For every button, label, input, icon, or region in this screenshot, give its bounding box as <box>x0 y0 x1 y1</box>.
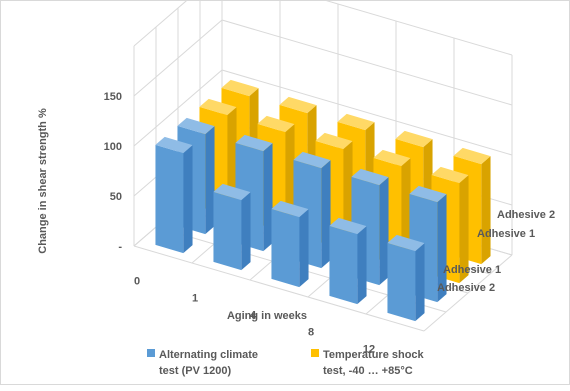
bar-side <box>183 145 193 254</box>
bar-front <box>387 242 416 322</box>
legend-swatch-blue <box>147 349 155 357</box>
grid-line-floor <box>133 245 425 332</box>
bars-layer <box>155 79 491 322</box>
grid-line-back-wall <box>221 69 513 156</box>
bar-top <box>177 117 215 135</box>
bar-front <box>155 144 184 254</box>
bar-top <box>235 134 273 152</box>
grid-line-back-wall <box>322 0 513 56</box>
legend-label-yellow-line2: test, -40 … +85°C <box>323 365 413 377</box>
bar-side <box>299 209 309 288</box>
depth-label: Adhesive 2 <box>497 209 555 221</box>
grid-line-back-wall <box>221 19 513 106</box>
bar-side <box>263 143 273 252</box>
x-tick-label: 0 <box>134 276 140 288</box>
bar-top <box>329 217 367 235</box>
bar-side <box>481 156 491 265</box>
bar-blue <box>271 200 309 288</box>
bar-side <box>357 226 367 305</box>
legend: Alternating climate test (PV 1200) Tempe… <box>147 349 425 377</box>
bar-side <box>321 160 331 269</box>
bar-front <box>213 191 242 271</box>
x-tick-label: 12 <box>363 344 375 356</box>
bar-front <box>329 225 358 305</box>
legend-label-blue-line2: test (PV 1200) <box>159 365 231 377</box>
x-axis-label: Aging in weeks <box>227 310 307 322</box>
depth-label: Adhesive 2 <box>437 282 495 294</box>
bar-top <box>221 79 259 97</box>
bar-blue <box>387 234 425 322</box>
depth-label: Adhesive 1 <box>477 228 535 240</box>
bar-top <box>351 168 389 186</box>
bar-top <box>271 200 309 218</box>
bar-side <box>459 175 469 284</box>
bar-blue <box>329 217 367 305</box>
bar-side <box>205 126 215 235</box>
legend-swatch-yellow <box>311 349 319 357</box>
bar-side <box>379 177 389 286</box>
y-tick-label: - <box>118 241 122 253</box>
bar-blue <box>155 136 193 254</box>
y-axis-label: Change in shear strength % <box>37 108 49 254</box>
x-tick-label: 8 <box>308 327 314 339</box>
bar-side <box>241 192 251 271</box>
bar-top <box>293 151 331 169</box>
labels-layer: Change in shear strength % Aging in week… <box>37 91 555 356</box>
bar-top <box>453 147 491 165</box>
y-tick-label: 150 <box>104 91 122 103</box>
bar-top <box>155 136 193 154</box>
bar-front <box>271 208 300 288</box>
legend-label-blue-line1: Alternating climate <box>159 349 258 361</box>
bar-top <box>409 185 447 203</box>
x-tick-label: 4 <box>250 310 257 322</box>
y-tick-label: 100 <box>104 141 122 153</box>
y-tick-label: 50 <box>110 191 122 203</box>
bar-top <box>257 115 295 133</box>
bar-top <box>373 149 411 167</box>
legend-label-yellow-line1: Temperature shock <box>323 349 425 361</box>
bar-top <box>279 96 317 114</box>
bar-side <box>415 243 425 322</box>
depth-label: Adhesive 1 <box>443 264 501 276</box>
bar-top <box>337 113 375 131</box>
bar-top <box>387 234 425 252</box>
x-tick-label: 1 <box>192 293 198 305</box>
bar-top <box>315 132 353 150</box>
bar-top <box>431 166 469 184</box>
bar-top <box>395 130 433 148</box>
bar-blue <box>213 183 251 271</box>
bar-top <box>199 98 237 116</box>
bar-top <box>213 183 251 201</box>
bar-side <box>437 194 447 303</box>
